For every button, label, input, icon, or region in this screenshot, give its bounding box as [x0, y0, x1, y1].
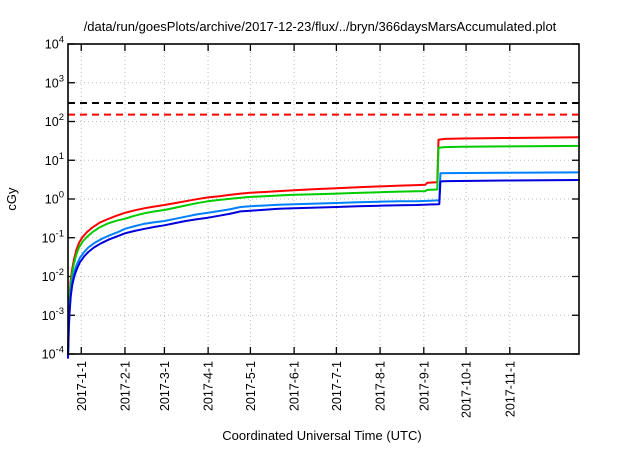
x-axis-label: Coordinated Universal Time (UTC): [222, 428, 421, 443]
y-tick-label: 100: [45, 190, 64, 207]
y-tick-label: 101: [45, 151, 64, 168]
series-light-blue-accumulated-dose: [67, 171, 580, 357]
x-tick-label: 2017-2-1: [118, 361, 132, 411]
plot-border: [67, 43, 580, 355]
y-axis-label: cGy: [4, 187, 19, 211]
x-tick-label: 2017-5-1: [244, 361, 258, 411]
x-tick-label: 2017-6-1: [288, 361, 302, 411]
x-tick-label: 2017-3-1: [158, 361, 172, 411]
y-tick-label: 10-3: [42, 306, 64, 323]
y-tick-label: 103: [45, 73, 64, 90]
y-tick-label: 102: [45, 112, 64, 129]
plot-area: 104 103 102 101 100 10-1 10-2 10-3 10-4 2017-1-1 2…: [42, 35, 580, 418]
x-tick-label: 2017-11-1: [503, 361, 517, 417]
x-tick-label: 2017-7-1: [330, 361, 344, 411]
x-tick-label: 2017-10-1: [460, 361, 474, 418]
x-tick-label: 2017-9-1: [417, 361, 431, 411]
plot-title: /data/run/goesPlots/archive/2017-12-23/f…: [84, 19, 557, 34]
x-tick-label: 2017-1-1: [75, 361, 89, 411]
series-dark-blue-accumulated-dose: [67, 179, 580, 359]
x-tick-label: 2017-4-1: [202, 361, 216, 411]
series-red-accumulated-dose: [67, 136, 580, 352]
series-green-accumulated-dose: [67, 144, 580, 355]
y-tick-label: 10-4: [42, 345, 64, 362]
y-tick-label: 10-2: [42, 267, 64, 284]
x-tick-label: 2017-8-1: [374, 361, 388, 411]
y-tick-label: 10-1: [42, 228, 64, 245]
y-tick-label: 104: [45, 35, 64, 52]
